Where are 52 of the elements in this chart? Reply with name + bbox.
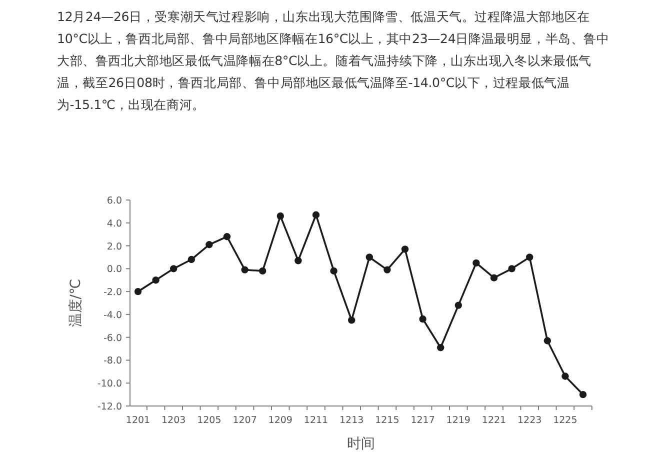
x-tick-label: 1211 [304, 415, 328, 426]
point [562, 372, 569, 380]
x-tick-label: 1209 [268, 415, 292, 426]
y-tick-label: 2.0 [106, 241, 122, 252]
y-tick-label: -12.0 [97, 402, 122, 412]
x-tick-label: 1219 [446, 415, 470, 426]
y-tick-label: 6.0 [106, 196, 122, 206]
point [259, 267, 266, 275]
point [366, 254, 373, 261]
point [276, 212, 284, 220]
point [312, 211, 320, 218]
x-tick-label: 1225 [553, 415, 578, 426]
x-tick-label: 1215 [375, 415, 400, 426]
y-axis-title: 温度/℃ [68, 278, 84, 328]
x-tick-label: 1201 [126, 415, 150, 426]
x-axis-title: 时间 [347, 436, 375, 452]
point [152, 276, 160, 284]
x-tick-label: 1217 [410, 415, 435, 426]
point [188, 256, 195, 264]
chart-subtitle: 12月24—26日，受寒潮天气过程影响，山东出现大范围降雪、低温天气。过程降温大部地区在10°C以上，鲁西北局部、鲁中局部地区降幅在16°C以上，其中23—24日降温最明显，半岛、鲁中大部、鲁西北大部地区最低气温降幅在8°C以上。随着气温持续下降，山东出现入冬以来最低气温，截至26日08时，鲁西北局部、鲁中局部地区最低气温降至-14.0°C以下，过程最低气温为-15.1℃，出现在商河。 [57, 8, 610, 114]
point [526, 254, 534, 261]
point [330, 267, 338, 275]
y-tick-label: -10.0 [97, 378, 122, 390]
point [437, 344, 444, 352]
point [206, 241, 213, 248]
y-tick-label: -4.0 [103, 310, 122, 321]
x-tick-label: 1221 [482, 415, 506, 426]
point [294, 257, 302, 264]
point [544, 337, 551, 344]
point [490, 274, 498, 282]
x-tick-label: 1213 [340, 415, 364, 426]
y-tick-label: 4.0 [106, 218, 122, 230]
point [223, 233, 231, 240]
x-tick-label: 1207 [232, 415, 257, 426]
x-tick-label: 1223 [518, 415, 542, 426]
x-tick-label: 1205 [197, 415, 222, 426]
point [348, 316, 356, 324]
point [579, 390, 587, 398]
y-tick-label: -8.0 [103, 356, 122, 367]
point [419, 315, 426, 323]
point [401, 246, 409, 253]
point [508, 265, 516, 272]
y-tick-label: -2.0 [103, 287, 122, 298]
point [472, 259, 480, 267]
point [134, 288, 142, 296]
x-tick-label: 1203 [162, 415, 186, 426]
y-tick-label: -6.0 [103, 332, 122, 344]
y-tick-label: 0.0 [106, 264, 122, 276]
point [454, 302, 462, 309]
point [170, 265, 178, 272]
point [241, 266, 248, 274]
point [384, 266, 391, 274]
